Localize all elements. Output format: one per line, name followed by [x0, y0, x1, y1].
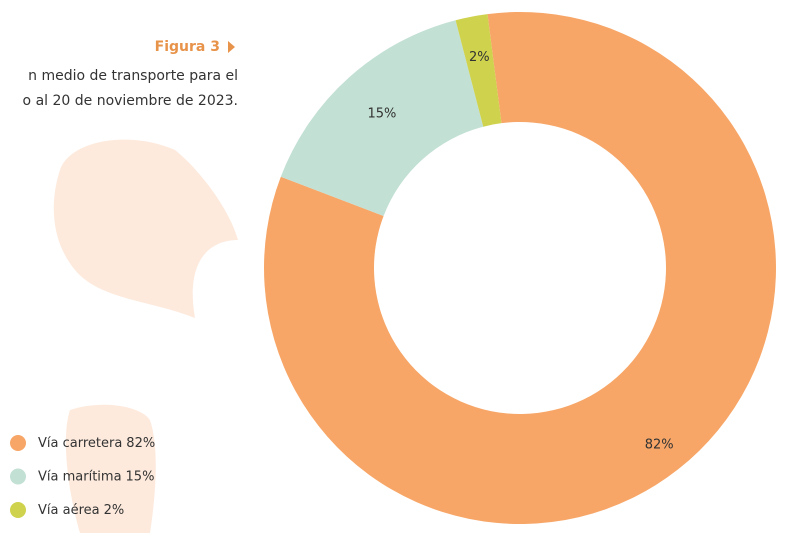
figure-label: Figura 3 [155, 39, 220, 55]
legend-swatch [10, 435, 26, 451]
slice [280, 20, 484, 216]
legend-swatch [10, 502, 26, 518]
slice-label: 2% [469, 50, 490, 65]
legend-name: Vía carretera [38, 436, 122, 451]
donut: 82% 15% 2% [264, 12, 777, 525]
figure-arrow [228, 41, 235, 53]
caption-line: o al 20 de noviembre de 2023. [23, 93, 238, 109]
legend-entry: Vía carretera 82% [38, 436, 155, 451]
legend-value: 2% [104, 503, 125, 518]
slice [455, 14, 502, 127]
legend-swatch [10, 468, 26, 485]
decor-blob [53, 139, 238, 318]
legend-name: Vía aérea [38, 503, 100, 518]
legend-entry: Vía aérea 2% [38, 503, 124, 518]
legend-value: 15% [126, 469, 155, 484]
slice-label: 15% [367, 106, 396, 121]
slice-label: 82% [645, 437, 674, 452]
slice [264, 12, 777, 525]
decor-blob [65, 404, 156, 533]
legend-name: Vía marítima [38, 469, 122, 484]
legend: Vía carretera 82% Vía marítima 15% Vía aérea… [10, 435, 155, 518]
caption-line: n medio de transporte para el [28, 68, 238, 84]
legend-value: 82% [126, 436, 155, 451]
legend-entry: Vía marítima 15% [38, 469, 154, 484]
